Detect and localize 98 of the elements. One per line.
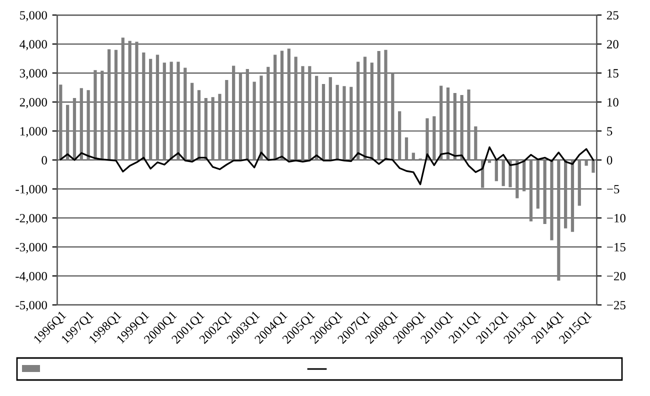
bar — [467, 90, 470, 160]
bar — [72, 98, 76, 160]
bar — [274, 54, 277, 160]
bar — [342, 86, 346, 160]
y-tick-label: -5,000 — [16, 300, 47, 312]
bar — [315, 76, 318, 160]
y2-tick-label: 20 — [606, 40, 618, 48]
y2-tick-label: −25 — [607, 300, 626, 310]
bar — [460, 95, 464, 160]
bar — [550, 160, 554, 240]
bar — [260, 76, 263, 160]
bar — [474, 126, 478, 160]
bar — [232, 66, 236, 160]
bar — [453, 93, 456, 160]
bar — [543, 160, 546, 224]
y-tick-label: -1,000 — [16, 184, 47, 196]
bar — [404, 137, 408, 160]
y2-tick-label: 5 — [607, 127, 612, 136]
bar — [238, 73, 242, 160]
y2-tick-label: −15 — [607, 243, 626, 252]
bar — [211, 97, 214, 160]
bar — [190, 82, 194, 160]
bar — [350, 86, 353, 160]
bar — [336, 84, 339, 160]
bar — [162, 62, 166, 160]
y2-tick-label: −10 — [607, 214, 626, 222]
bar — [204, 98, 208, 160]
bar — [494, 160, 498, 182]
bar — [516, 160, 519, 198]
bar — [412, 152, 415, 160]
bar — [287, 48, 290, 160]
bar — [502, 160, 505, 186]
bar — [218, 94, 222, 160]
bar — [170, 62, 173, 160]
bar — [135, 42, 138, 160]
bar — [294, 56, 298, 160]
bar — [80, 88, 83, 160]
bar — [128, 40, 132, 160]
bar — [252, 82, 256, 160]
bar — [156, 54, 160, 160]
bar — [446, 88, 450, 160]
bar — [246, 68, 249, 160]
bar — [66, 104, 70, 160]
y-tick-label: 1,000 — [20, 127, 47, 138]
bar — [426, 118, 429, 160]
bar — [529, 160, 533, 222]
y2-tick-label: −20 — [607, 272, 626, 280]
bar — [584, 160, 588, 166]
bar — [142, 52, 146, 160]
bar — [536, 160, 540, 209]
bar — [578, 160, 581, 206]
bar — [121, 38, 124, 160]
bar — [432, 116, 436, 160]
bar — [149, 58, 152, 160]
bar — [301, 66, 304, 160]
bar — [398, 111, 402, 160]
bar — [557, 160, 560, 281]
bar — [356, 62, 360, 160]
bar — [59, 84, 62, 160]
bar — [184, 68, 187, 160]
bar — [370, 62, 374, 160]
bar — [508, 160, 512, 188]
bar — [114, 50, 118, 160]
y2-tick-label: −5 — [607, 185, 620, 194]
bar — [488, 160, 492, 163]
bar — [391, 73, 394, 160]
bar — [522, 160, 526, 192]
y-tick-label: 3,000 — [20, 69, 47, 80]
bar — [384, 50, 388, 160]
bar — [440, 86, 443, 160]
y2-tick-label: 10 — [608, 98, 618, 106]
bar — [363, 56, 367, 160]
bar — [308, 66, 312, 160]
bar — [592, 160, 595, 173]
y2-tick-label: 25 — [606, 11, 618, 20]
y2-tick-label: 15 — [608, 69, 618, 78]
bar — [225, 80, 228, 160]
y-tick-label: 4,000 — [20, 40, 47, 50]
bar — [176, 62, 180, 160]
y-tick-label: 0 — [42, 156, 47, 164]
bar — [94, 70, 97, 160]
bar — [86, 90, 90, 160]
bar — [564, 160, 568, 228]
bar — [266, 66, 270, 160]
bar — [570, 160, 574, 232]
bar — [197, 90, 201, 160]
bar — [322, 84, 326, 160]
bar — [100, 70, 104, 160]
bar — [377, 50, 380, 160]
y-tick-label: 2,000 — [20, 98, 47, 108]
y-tick-label: 5,000 — [20, 11, 47, 22]
y-tick-label: -3,000 — [16, 242, 47, 254]
y-tick-label: -2,000 — [16, 214, 47, 224]
y2-tick-label: 0 — [606, 156, 612, 164]
bar — [328, 77, 332, 160]
y-tick-label: -4,000 — [16, 272, 47, 282]
bar — [108, 49, 111, 160]
bar — [280, 50, 284, 160]
